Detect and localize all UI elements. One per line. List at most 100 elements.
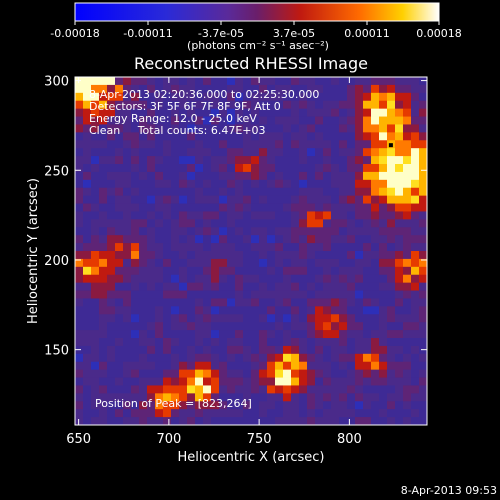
heatmap-cell	[227, 353, 236, 363]
heatmap-cell	[299, 361, 308, 371]
heatmap-cell	[171, 84, 180, 94]
heatmap-cell	[75, 179, 84, 189]
heatmap-cell	[347, 345, 356, 355]
heatmap-cell	[195, 274, 204, 284]
heatmap-cell	[203, 211, 212, 220]
heatmap-cell	[211, 132, 220, 141]
heatmap-cell	[115, 274, 124, 284]
heatmap-cell	[179, 377, 188, 386]
heatmap-cell	[227, 100, 236, 110]
heatmap-cell	[235, 298, 244, 307]
heatmap-cell	[123, 77, 132, 86]
heatmap-cell	[171, 203, 180, 212]
heatmap-cell	[395, 187, 404, 197]
heatmap-cell	[131, 409, 140, 418]
heatmap-cell	[411, 417, 420, 425]
heatmap-cell	[211, 77, 220, 86]
heatmap-cell	[99, 409, 108, 418]
heatmap-cell	[75, 409, 84, 418]
heatmap-cell	[403, 211, 412, 220]
heatmap-cell	[251, 219, 260, 228]
heatmap-cell	[171, 227, 180, 236]
heatmap-cell	[267, 84, 276, 94]
heatmap-cell	[339, 219, 348, 228]
heatmap-cell	[211, 298, 220, 307]
heatmap-cell	[411, 290, 420, 299]
heatmap-cell	[131, 187, 140, 197]
heatmap-cell	[83, 235, 92, 244]
heatmap-cell	[339, 148, 348, 157]
heatmap-cell	[291, 116, 300, 125]
heatmap-cell	[211, 401, 220, 410]
heatmap-cell	[283, 393, 292, 402]
heatmap-cell	[131, 385, 140, 394]
heatmap-cell	[75, 393, 84, 402]
heatmap-cell	[275, 322, 284, 331]
heatmap-cell	[275, 393, 284, 402]
heatmap-cell	[219, 266, 228, 276]
heatmap-cell	[163, 235, 172, 244]
heatmap-cell	[243, 227, 252, 236]
heatmap-cell	[419, 140, 427, 149]
heatmap-cell	[243, 417, 252, 425]
heatmap-cell	[299, 211, 308, 220]
heatmap-cell	[155, 148, 164, 157]
heatmap-cell	[331, 235, 340, 244]
heatmap-cell	[227, 77, 236, 86]
heatmap-cell	[315, 345, 324, 355]
heatmap-cell	[203, 314, 212, 323]
heatmap-cell	[75, 132, 84, 141]
heatmap-cell	[355, 401, 364, 410]
heatmap-cell	[355, 140, 364, 149]
heatmap-cell	[179, 306, 188, 315]
heatmap-cell	[299, 353, 308, 363]
heatmap-cell	[203, 251, 212, 260]
heatmap-cell	[75, 195, 84, 204]
heatmap-cell	[115, 338, 124, 347]
heatmap-cell	[155, 187, 164, 197]
heatmap-cell	[411, 282, 420, 291]
heatmap-cell	[307, 243, 316, 252]
heatmap-cell	[107, 187, 116, 197]
heatmap-cell	[331, 353, 340, 363]
heatmap-cell	[131, 203, 140, 212]
heatmap-cell	[75, 77, 84, 86]
heatmap-cell	[107, 211, 116, 220]
heatmap-cell	[91, 219, 100, 228]
heatmap-cell	[243, 409, 252, 418]
heatmap-cell	[419, 322, 427, 331]
heatmap-cell	[283, 258, 292, 268]
heatmap-cell	[363, 251, 372, 260]
heatmap-cell	[139, 108, 148, 117]
heatmap-cell	[355, 243, 364, 252]
heatmap-cell	[403, 116, 412, 125]
plot-frame	[74, 76, 428, 426]
heatmap-cell	[131, 92, 140, 102]
heatmap-cell	[387, 132, 396, 141]
heatmap-cell	[187, 140, 196, 149]
heatmap-cell	[107, 385, 116, 394]
heatmap-cell	[203, 377, 212, 386]
heatmap-cell	[307, 100, 316, 110]
heatmap-cell	[91, 417, 100, 425]
heatmap-cell	[291, 211, 300, 220]
heatmap-cell	[155, 314, 164, 323]
heatmap-cell	[123, 124, 132, 133]
heatmap-cell	[275, 282, 284, 291]
heatmap-cell	[339, 235, 348, 244]
heatmap-cell	[211, 179, 220, 189]
heatmap-cell	[363, 417, 372, 425]
heatmap-cell	[299, 100, 308, 110]
heatmap-cell	[75, 187, 84, 197]
heatmap-cell	[283, 251, 292, 260]
heatmap-cell	[195, 243, 204, 252]
heatmap-cell	[259, 330, 268, 339]
heatmap-cell	[331, 417, 340, 425]
heatmap-cell	[139, 187, 148, 197]
heatmap-cell	[139, 338, 148, 347]
heatmap-cell	[307, 385, 316, 394]
heatmap-cell	[227, 179, 236, 189]
heatmap-cell	[315, 274, 324, 284]
heatmap-cell	[411, 164, 420, 173]
heatmap-cell	[291, 77, 300, 86]
